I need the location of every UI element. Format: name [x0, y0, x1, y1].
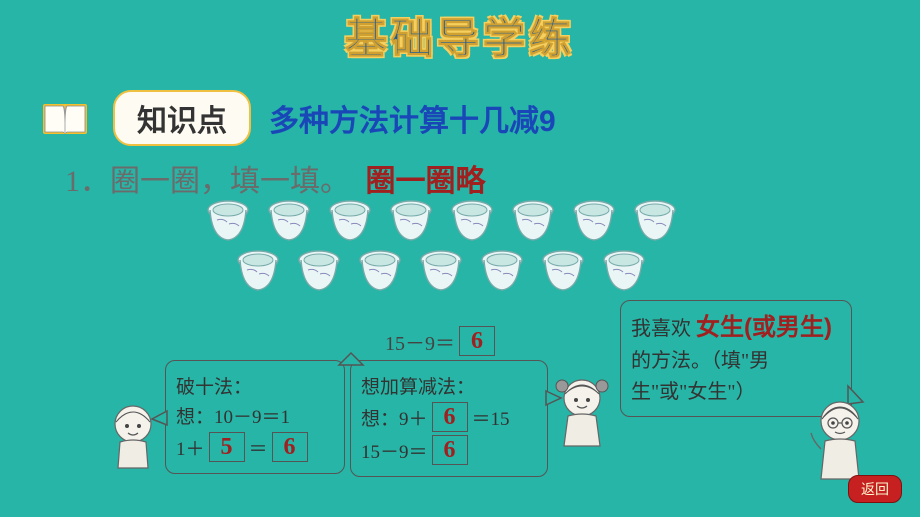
- method-line: 想：9＋ 6 ＝15: [361, 402, 537, 432]
- method-title: 破十法：: [176, 372, 334, 399]
- knowledge-row: 知识点 多种方法计算十几减9: [35, 90, 556, 146]
- text: ＝15: [472, 404, 510, 431]
- return-button[interactable]: 返回: [848, 475, 902, 503]
- cup-icon: [540, 248, 586, 292]
- answer-box: 5: [209, 432, 245, 462]
- cup-row: [235, 248, 678, 292]
- cups-illustration: [205, 198, 678, 298]
- answer-box: 6: [432, 435, 468, 465]
- question-hint: 圈一圈略: [366, 165, 486, 198]
- method-line: 1＋ 5 ＝ 6: [176, 432, 334, 462]
- cup-icon: [266, 198, 312, 242]
- preference-line: 我喜欢 女生(或男生): [631, 309, 841, 346]
- topic-text: 多种方法计算十几减9: [269, 96, 556, 140]
- preference-line: 的方法。（填"男: [631, 346, 841, 377]
- question-number: 1．: [65, 165, 110, 198]
- cup-icon: [418, 248, 464, 292]
- text: 15－9＝: [361, 437, 428, 464]
- method-title: 想加算减法：: [361, 372, 537, 399]
- cup-icon: [449, 198, 495, 242]
- cup-row: [205, 198, 678, 242]
- girl-method-box: 想加算减法： 想：9＋ 6 ＝15 15－9＝ 6: [350, 360, 548, 477]
- text: 1＋: [176, 434, 205, 461]
- girl-character-icon: [550, 372, 614, 450]
- text: ＝: [249, 434, 268, 461]
- answer-box: 6: [432, 402, 468, 432]
- text: 我喜欢: [631, 318, 691, 340]
- method-line: 15－9＝ 6: [361, 435, 537, 465]
- cup-icon: [632, 198, 678, 242]
- text: 想：9＋: [361, 404, 428, 431]
- answer-box: 6: [272, 432, 308, 462]
- boy-method-box: 破十法： 想： 10－9＝1 1＋ 5 ＝ 6: [165, 360, 345, 474]
- cup-icon: [479, 248, 525, 292]
- cup-icon: [327, 198, 373, 242]
- cup-icon: [296, 248, 342, 292]
- method-line: 想： 10－9＝1: [176, 402, 334, 429]
- cup-icon: [388, 198, 434, 242]
- preference-answer: 女生(或男生): [696, 314, 832, 341]
- speech-pointer-icon: [150, 409, 168, 427]
- math-area: 15－9＝ 6 破十法： 想： 10－9＝1 1＋ 5 ＝ 6 想加算: [110, 310, 890, 500]
- question-body: 圈一圈，填一填。: [110, 165, 350, 198]
- answer-box: 6: [459, 326, 495, 356]
- text: 想：: [176, 402, 214, 429]
- cup-icon: [571, 198, 617, 242]
- knowledge-label: 知识点: [113, 90, 251, 146]
- speech-pointer-icon: [337, 351, 365, 367]
- top-equation: 15－9＝ 6: [385, 326, 499, 356]
- cup-icon: [235, 248, 281, 292]
- text: 10－9＝1: [214, 402, 290, 429]
- question-text: 1．圈一圈，填一填。 圈一圈略: [65, 156, 486, 200]
- cup-icon: [510, 198, 556, 242]
- page-title: 基础导学练: [345, 5, 575, 66]
- teacher-character-icon: [805, 395, 875, 483]
- cup-icon: [601, 248, 647, 292]
- cup-icon: [357, 248, 403, 292]
- open-book-icon: [35, 98, 95, 138]
- eq-expr: 15－9＝: [385, 327, 455, 356]
- cup-icon: [205, 198, 251, 242]
